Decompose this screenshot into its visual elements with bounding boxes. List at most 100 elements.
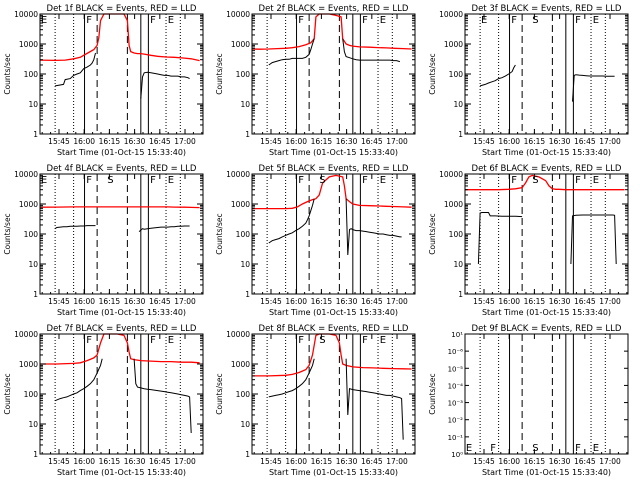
x-axis-label: Start Time (01-Oct-15 15:33:40) [269, 148, 398, 157]
y-tick-label: 10000 [439, 10, 463, 19]
x-tick-label: 16:00 [498, 457, 520, 466]
y-tick-label: 10¹ [451, 331, 463, 339]
x-tick-label: 16:45 [149, 137, 171, 146]
x-axis-label: Start Time (01-Oct-15 15:33:40) [482, 148, 611, 157]
x-tick-label: 16:30 [124, 137, 146, 146]
x-tick-label: 16:30 [549, 137, 571, 146]
x-tick-label: 16:00 [73, 457, 95, 466]
y-tick-label: 1000 [444, 40, 463, 49]
mode-label: E [466, 443, 472, 454]
x-tick-label: 16:30 [124, 457, 146, 466]
x-tick-label: 16:15 [524, 457, 546, 466]
chart-title: Det 4f BLACK = Events, RED = LLD [47, 164, 197, 174]
x-tick-label: 16:00 [285, 137, 307, 146]
y-axis-label: Counts/sec [215, 53, 224, 94]
series-line-3 [345, 198, 402, 256]
y-tick-label: 10⁰ [451, 451, 463, 459]
series-line-2 [268, 38, 315, 66]
y-tick-label: 1000 [231, 360, 250, 369]
plot-frame [464, 333, 629, 455]
x-tick-label: 16:45 [361, 137, 383, 146]
y-tick-label: 100 [236, 390, 251, 399]
mode-label: F [150, 15, 156, 26]
mode-label: F [86, 15, 92, 26]
series-line-2 [268, 198, 315, 244]
x-tick-label: 17:00 [386, 297, 408, 306]
mode-label: S [532, 175, 538, 186]
y-tick-label: 10000 [14, 330, 38, 339]
series-line-2 [268, 358, 315, 398]
y-tick-label: 1 [245, 450, 250, 459]
chart-title: Det 9f BLACK = Events, RED = LLD [472, 324, 622, 334]
x-axis-label: Start Time (01-Oct-15 15:33:40) [57, 468, 186, 477]
chart-title: Det 7f BLACK = Events, RED = LLD [47, 324, 197, 334]
x-tick-label: 17:00 [174, 297, 196, 306]
y-tick-label: 100 [449, 230, 464, 239]
y-axis-label: Counts/sec [3, 53, 12, 94]
y-tick-label: 10 [240, 420, 250, 429]
x-tick-label: 16:00 [285, 457, 307, 466]
y-tick-label: 1 [245, 290, 250, 299]
x-tick-label: 16:45 [574, 457, 596, 466]
y-tick-label: 100 [24, 70, 39, 79]
mode-label: E [593, 175, 599, 186]
y-axis-label: Counts/sec [215, 373, 224, 414]
plot-frame [39, 13, 204, 135]
x-tick-label: 16:30 [549, 457, 571, 466]
series-line-1 [39, 13, 200, 62]
plot-frame [39, 173, 204, 295]
series-line-2 [54, 225, 96, 230]
x-tick-label: 16:00 [285, 297, 307, 306]
chart-title: Det 3f BLACK = Events, RED = LLD [472, 4, 622, 14]
mode-label: S [532, 15, 538, 26]
y-tick-label: 10000 [226, 330, 250, 339]
x-tick-label: 16:15 [311, 457, 333, 466]
mode-label: S [107, 175, 113, 186]
y-tick-label: 1 [458, 130, 463, 139]
plot-frame [251, 333, 416, 455]
y-tick-label: 1 [245, 130, 250, 139]
series-line-3 [345, 358, 404, 440]
y-tick-label: 10⁻⁶ [448, 348, 464, 356]
plot-frame [251, 13, 416, 135]
y-axis-label: Counts/sec [428, 53, 437, 94]
x-tick-label: 16:30 [336, 457, 358, 466]
y-tick-label: 10 [453, 100, 463, 109]
y-tick-label: 100 [236, 230, 251, 239]
y-tick-label: 10⁻³ [448, 400, 464, 408]
y-tick-label: 1000 [444, 200, 463, 209]
series-line-2 [572, 74, 615, 102]
x-tick-label: 17:00 [599, 297, 621, 306]
x-axis-label: Start Time (01-Oct-15 15:33:40) [269, 468, 398, 477]
series-line-1 [40, 333, 200, 365]
y-axis-label: Counts/sec [428, 213, 437, 254]
mode-label: F [362, 15, 368, 26]
x-tick-label: 15:45 [473, 137, 495, 146]
x-tick-label: 16:45 [361, 457, 383, 466]
y-tick-label: 10 [453, 260, 463, 269]
y-tick-label: 10 [28, 420, 38, 429]
chart-title: Det 1f BLACK = Events, RED = LLD [47, 4, 197, 14]
y-tick-label: 10⁻⁴ [448, 382, 464, 390]
y-tick-label: 1000 [231, 200, 250, 209]
x-tick-label: 16:30 [336, 137, 358, 146]
x-tick-label: 16:15 [99, 457, 121, 466]
y-tick-label: 10000 [439, 170, 463, 179]
y-tick-label: 10000 [226, 10, 250, 19]
mode-label: S [319, 335, 325, 346]
y-tick-label: 1 [33, 450, 38, 459]
mode-label: F [575, 175, 581, 186]
y-tick-label: 1 [458, 290, 463, 299]
mode-label: F [298, 15, 304, 26]
x-tick-label: 17:00 [174, 137, 196, 146]
mode-label: E [380, 175, 386, 186]
y-tick-label: 10⁻² [448, 417, 464, 425]
series-line-1 [252, 333, 412, 377]
series-line-3 [140, 71, 190, 99]
series-line-2 [477, 212, 523, 265]
